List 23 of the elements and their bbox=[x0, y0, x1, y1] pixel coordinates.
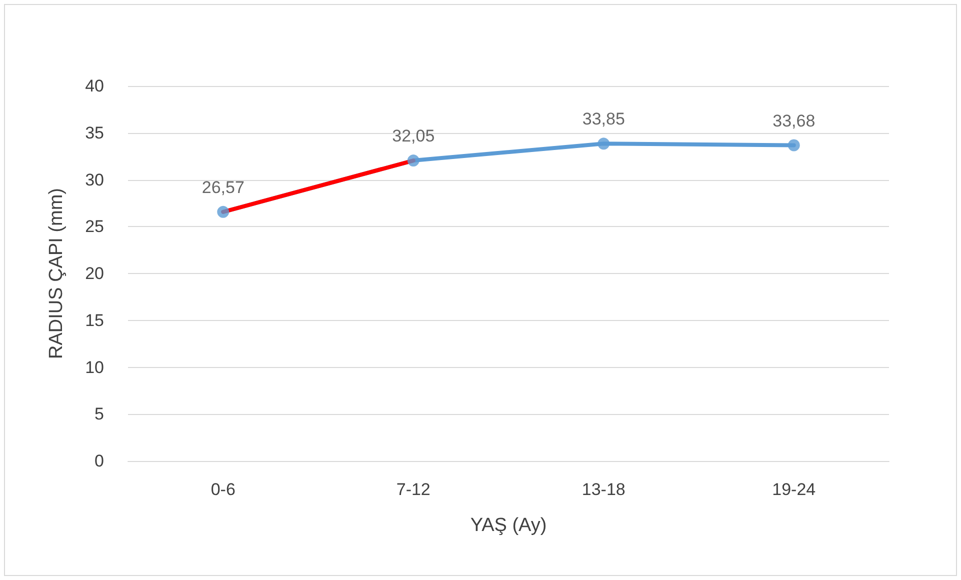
y-tick-label: 5 bbox=[94, 404, 104, 424]
x-axis-title: YAŞ (Ay) bbox=[470, 515, 547, 536]
x-tick-label: 19-24 bbox=[772, 480, 816, 499]
y-tick-label: 35 bbox=[85, 123, 104, 142]
y-tick-label: 20 bbox=[85, 264, 104, 283]
data-label: 33,68 bbox=[772, 111, 816, 130]
point bbox=[788, 139, 800, 152]
y-tick-label: 10 bbox=[85, 358, 104, 377]
x-tick-label: 7-12 bbox=[396, 480, 430, 499]
point bbox=[407, 154, 420, 167]
data-label: 32,05 bbox=[392, 126, 435, 146]
y-axis-title: RADIUS ÇAPI (mm) bbox=[46, 188, 67, 359]
x-tick-label: 0-6 bbox=[210, 480, 236, 499]
y-tick-label: 30 bbox=[85, 170, 104, 190]
data-label: 26,57 bbox=[202, 178, 244, 197]
point bbox=[598, 138, 610, 150]
x-tick-label: 13-18 bbox=[582, 480, 626, 499]
y-tick-label: 25 bbox=[85, 217, 104, 236]
point bbox=[217, 206, 230, 218]
data-label: 33,85 bbox=[582, 110, 625, 129]
y-tick-label: 0 bbox=[94, 452, 104, 470]
y-tick-label: 40 bbox=[85, 76, 104, 96]
y-tick-label: 15 bbox=[85, 310, 104, 330]
